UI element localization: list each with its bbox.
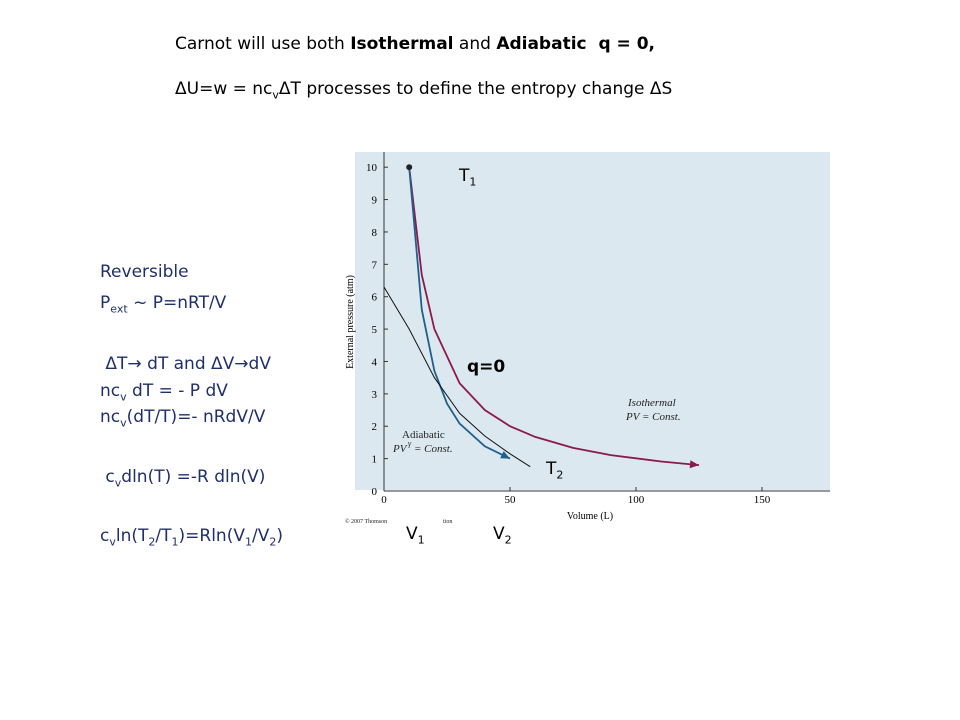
- text-run: 1: [244, 535, 252, 549]
- note-line: ncv(dT/T)=- nRdV/V: [100, 407, 265, 429]
- y-tick-label: 6: [372, 292, 378, 304]
- text-run: v: [120, 390, 127, 404]
- text-run: v: [272, 88, 279, 102]
- text-run: V: [406, 524, 418, 544]
- text-run: ΔU=w = nc: [175, 79, 273, 99]
- text-run: ln(T: [115, 526, 149, 546]
- text-run: P: [100, 293, 111, 313]
- text-run: c: [100, 467, 115, 487]
- y-tick-label: 1: [372, 454, 378, 466]
- text-run: q = 0,: [586, 34, 655, 54]
- note-line: cvln(T2/T1)=Rln(V1/V2): [100, 526, 283, 548]
- x-tick-label: 100: [628, 494, 645, 506]
- annotation: PV: [392, 443, 408, 455]
- text-run: c: [100, 526, 110, 546]
- text-run: ext: [110, 302, 128, 316]
- arrow-head: [500, 451, 510, 459]
- text-run: T: [459, 166, 470, 186]
- text-run: 2: [504, 533, 512, 547]
- curve: [408, 167, 700, 466]
- text-run: Reversible: [100, 262, 189, 282]
- text-run: 1: [417, 533, 425, 547]
- text-run: dln(T) =-R dln(V): [121, 467, 266, 487]
- y-axis-label: External pressure (atm): [345, 275, 356, 369]
- text-run: v: [120, 416, 127, 430]
- arrow-head: [689, 460, 699, 469]
- text-run: T: [546, 459, 557, 479]
- header-line: ΔU=w = ncvΔT processes to define the ent…: [175, 79, 672, 101]
- note-line: ΔT→ dT and ΔV→dV: [100, 354, 271, 374]
- annotation: Adiabatic: [402, 429, 445, 441]
- text-run: q=0: [467, 357, 506, 377]
- text-run: Adiabatic: [496, 34, 587, 54]
- text-run: v: [109, 535, 116, 549]
- text-run: (dT/T)=- nRdV/V: [126, 407, 266, 427]
- text-run: 2: [269, 535, 277, 549]
- graph-label: V2: [493, 524, 512, 546]
- y-tick-label: 8: [372, 227, 378, 239]
- header-line: Carnot will use both Isothermal and Adia…: [175, 34, 655, 54]
- text-run: /V: [251, 526, 270, 546]
- x-axis-label: Volume (L): [567, 511, 613, 522]
- annotation: PV = Const.: [625, 411, 681, 423]
- text-run: 2: [556, 468, 564, 482]
- text-run: ΔT→ dT and ΔV→dV: [100, 354, 271, 374]
- text-run: and: [453, 34, 497, 54]
- graph-label: T2: [546, 459, 563, 481]
- note-line: Pext ~ P=nRT/V: [100, 293, 226, 315]
- annotation: = Const.: [414, 443, 453, 455]
- y-tick-label: 0: [372, 486, 378, 498]
- y-tick-label: 3: [372, 389, 378, 401]
- text-run: ): [276, 526, 283, 546]
- y-tick-label: 7: [372, 259, 378, 271]
- y-tick-label: 10: [366, 162, 378, 174]
- text-run: 2: [148, 535, 156, 549]
- start-point: [406, 164, 413, 171]
- text-run: V: [493, 524, 505, 544]
- text-run: Carnot will use both: [175, 34, 351, 54]
- y-tick-label: 5: [372, 324, 378, 336]
- text-run: 1: [469, 175, 477, 189]
- graph-label: T1: [459, 166, 476, 188]
- text-run: )=Rln(V: [178, 526, 245, 546]
- y-tick-label: 4: [372, 356, 378, 368]
- y-tick-label: 9: [372, 195, 378, 207]
- graph-label: q=0: [467, 357, 505, 377]
- note-line: ncv dT = - P dV: [100, 381, 228, 403]
- annotation: γ: [408, 439, 412, 448]
- annotation: Isothermal: [627, 397, 676, 409]
- x-tick-label: 150: [754, 494, 771, 506]
- text-run: /T: [155, 526, 172, 546]
- curve: [408, 167, 511, 460]
- text-run: ΔT processes to define the entropy chang…: [278, 79, 673, 99]
- text-run: nc: [100, 381, 121, 401]
- y-tick-label: 2: [372, 421, 378, 433]
- text-run: dT = - P dV: [126, 381, 228, 401]
- text-run: Isothermal: [350, 34, 454, 54]
- text-run: nc: [100, 407, 121, 427]
- text-run: 1: [171, 535, 179, 549]
- plot-background: [355, 152, 830, 490]
- curve: [383, 286, 531, 468]
- text-run: v: [114, 476, 122, 490]
- x-tick-label: 50: [505, 494, 517, 506]
- text-run: ~ P=nRT/V: [127, 293, 227, 313]
- x-tick-label: 0: [381, 494, 387, 506]
- annotation: © 2007 Thomson: [345, 518, 387, 525]
- graph-label: V1: [406, 524, 425, 546]
- note-line: cvdln(T) =-R dln(V): [100, 467, 265, 489]
- annotation: tion: [443, 519, 452, 525]
- note-line: Reversible: [100, 262, 189, 282]
